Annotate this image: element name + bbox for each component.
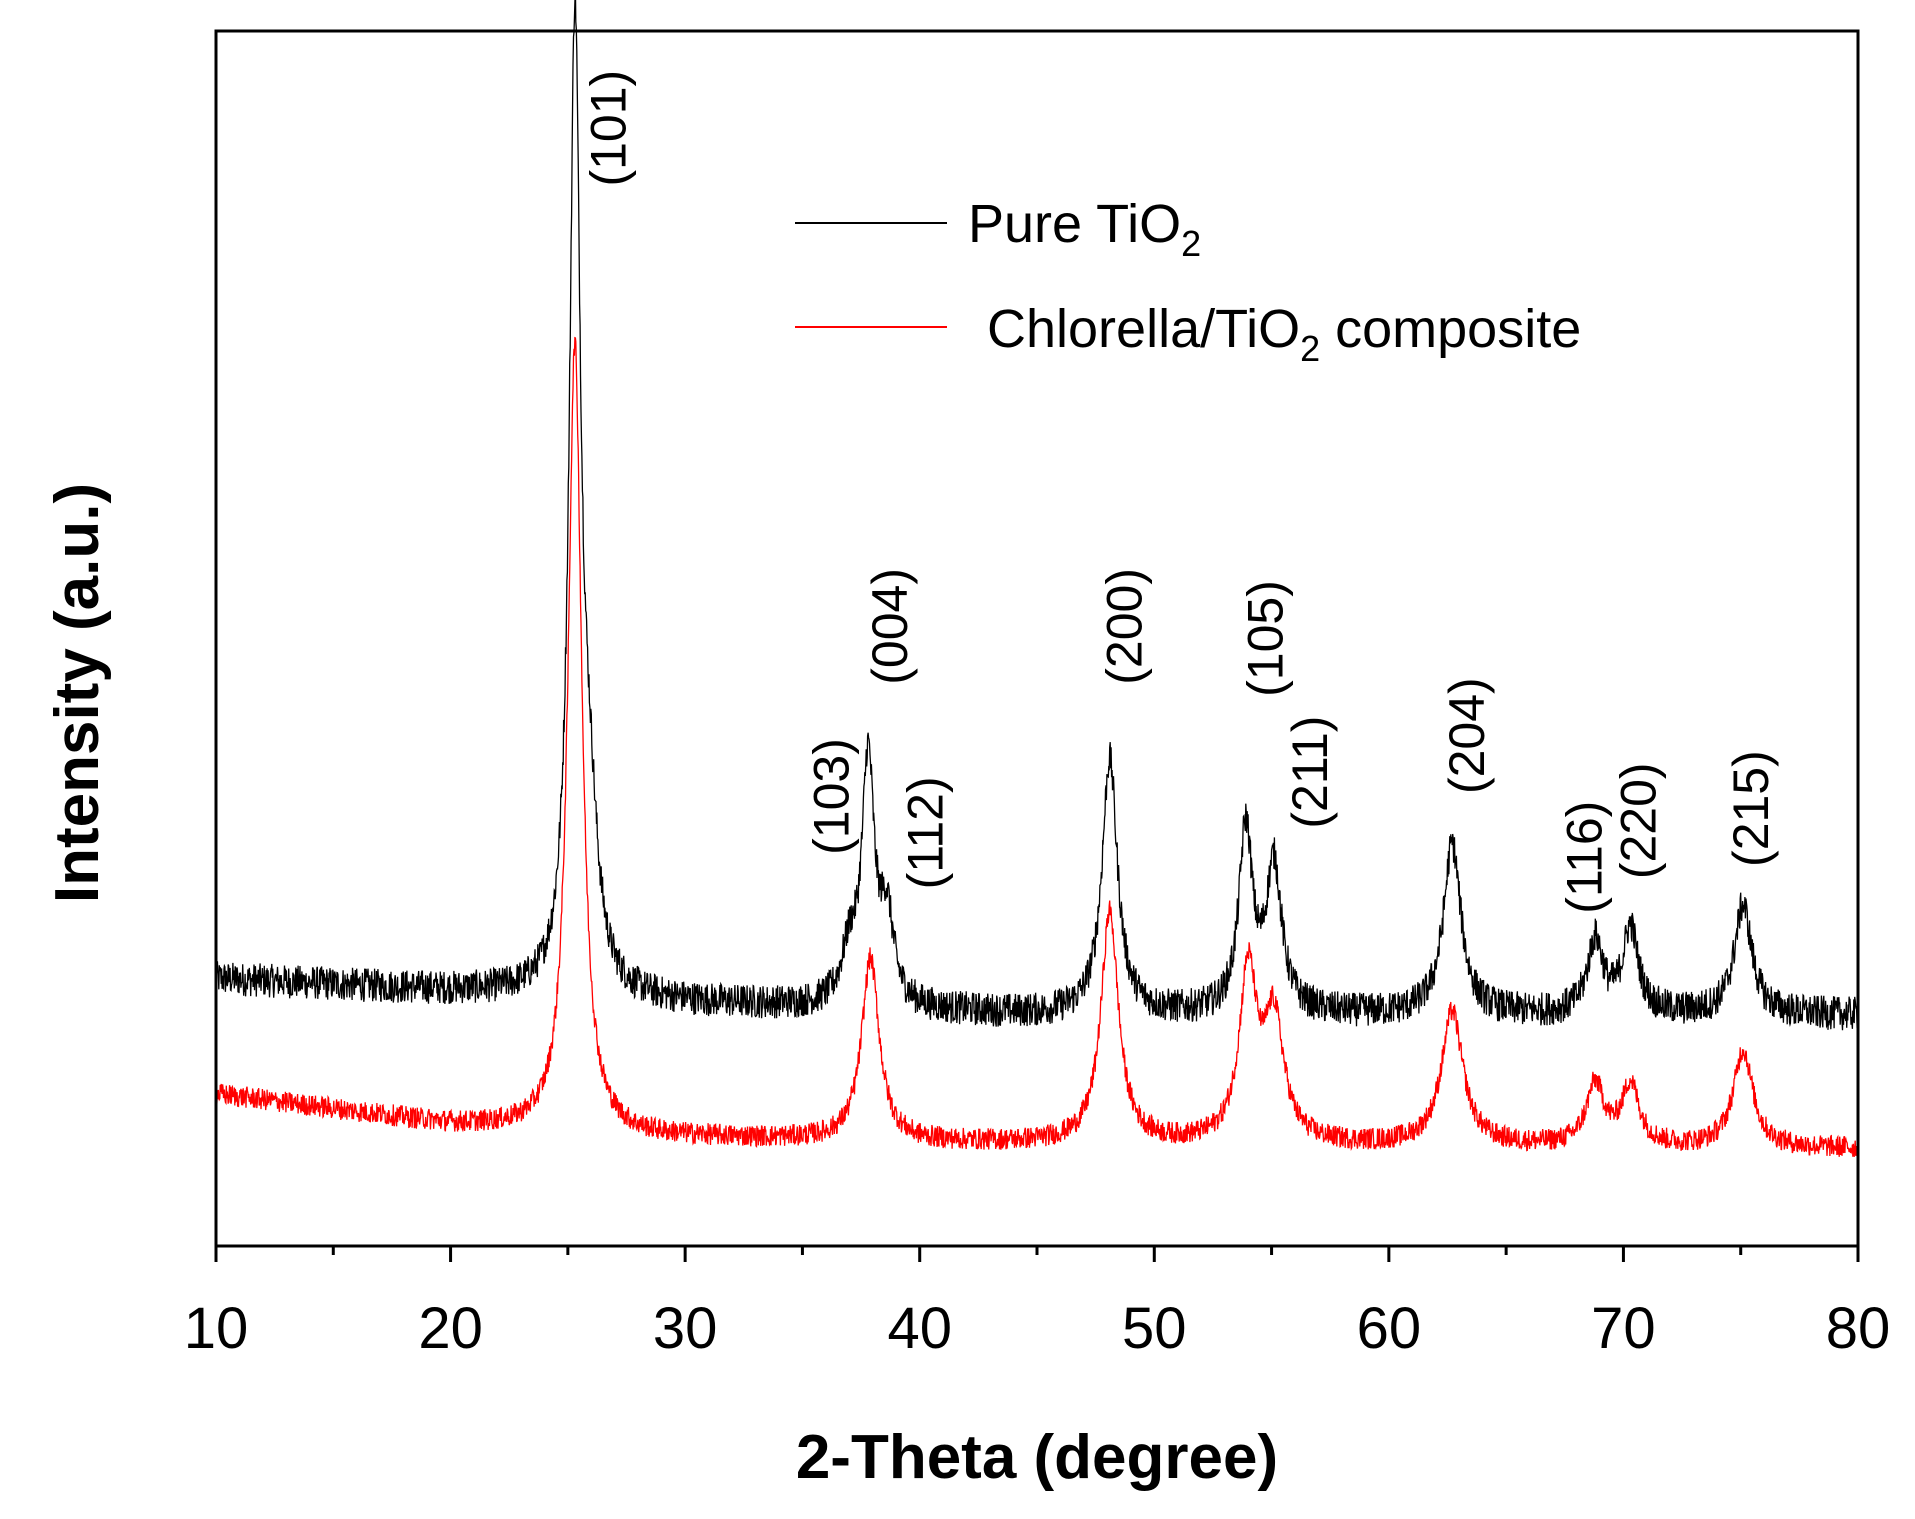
legend-label-pure-tio2-sub: 2 [1181,223,1201,264]
series-line-pure-tio2 [215,0,1859,1031]
plot-frame [214,29,1860,1248]
peak-label: (116) [1556,801,1612,914]
series-layer [215,0,1859,1157]
peak-label: (220) [1610,762,1666,879]
x-tick-label: 60 [1357,1296,1422,1361]
y-axis-title: Intensity (a.u.) [43,483,112,903]
x-tick-label: 80 [1826,1296,1891,1361]
peak-label: (105) [1237,580,1293,697]
series-line-chlorella-tio2-composite [215,336,1859,1157]
legend-label-composite-sub: 2 [1300,328,1320,369]
peak-label: (204) [1439,677,1495,794]
peak-label: (103) [804,738,860,855]
legend-label-composite-main: Chlorella/TiO [987,299,1300,359]
peak-label: (101) [581,70,637,187]
legend: Pure TiO2 Chlorella/TiO2 composite [795,194,1581,369]
legend-label-pure-tio2-main: Pure TiO [968,194,1181,254]
x-tick-label: 30 [653,1296,718,1361]
peak-label: (112) [897,776,953,889]
peak-annotations: (101) (103)(004) (112) (200) (105) (211) (204)… [581,70,1779,914]
x-axis-ticks: 10 20 30 40 50 60 70 80 [184,1246,1891,1361]
legend-label-composite: Chlorella/TiO2 composite [987,299,1581,369]
peak-label: (004) [862,568,918,685]
x-tick-label: 20 [418,1296,483,1361]
legend-label-pure-tio2: Pure TiO2 [968,194,1201,264]
peak-label: (211) [1282,716,1338,829]
legend-label-composite-suffix: composite [1320,299,1581,359]
peak-label: (215) [1723,750,1779,867]
x-tick-label: 40 [887,1296,952,1361]
x-axis-title: 2-Theta (degree) [796,1423,1278,1492]
x-tick-label: 70 [1591,1296,1656,1361]
x-tick-label: 50 [1122,1296,1187,1361]
x-tick-label: 10 [184,1296,249,1361]
peak-label: (200) [1097,568,1153,685]
